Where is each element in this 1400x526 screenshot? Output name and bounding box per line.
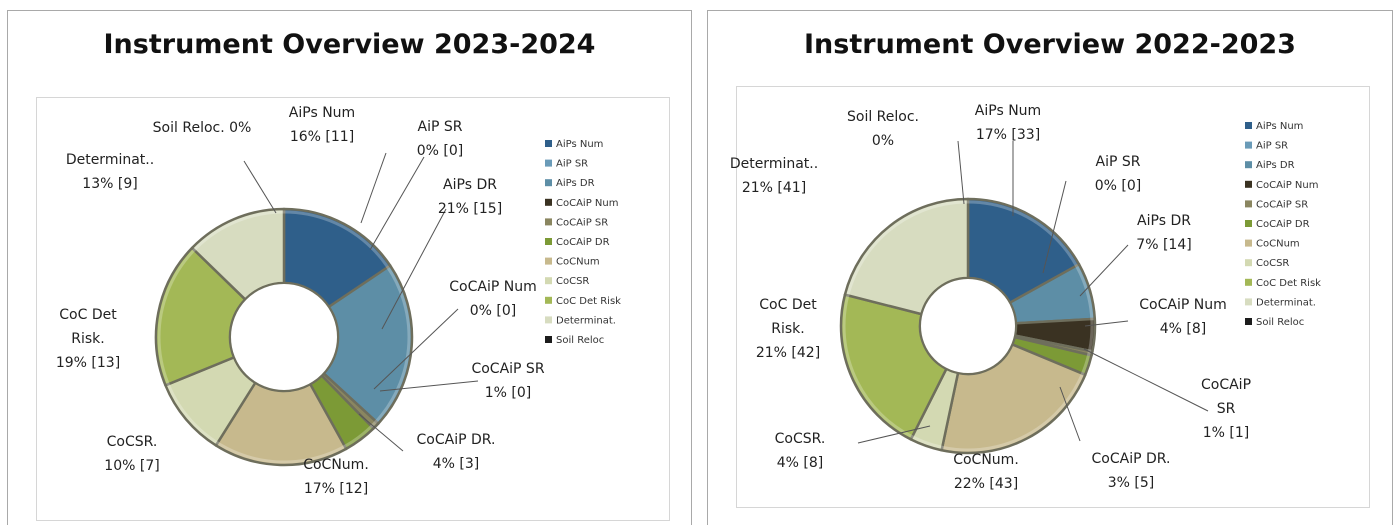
legend-entry-aips-dr: AiPs DR — [556, 178, 595, 189]
data-label-cocsr: CoCSR. 10% [7] — [104, 434, 159, 474]
leader-line-cocaip-num — [1084, 320, 1129, 327]
data-label-cocaip-num: CoCAiP Num 4% [8] — [1139, 297, 1226, 337]
chart-panel-2023-2024: Instrument Overview 2023-2024 AiPs Num 16… — [7, 10, 692, 525]
legend-swatch-cocaip-dr — [1245, 220, 1252, 227]
data-label-cocaip-dr: CoCAiP DR. 4% [3] — [417, 432, 496, 472]
leader-line-cocaip-dr — [358, 413, 404, 452]
legend-swatch-soil-reloc — [545, 336, 552, 343]
data-label-cocaip-num: CoCAiP Num 0% [0] — [449, 279, 536, 319]
legend-swatch-cocsr — [545, 277, 552, 285]
legend-entry-cocaip-sr: CoCAiP SR — [1256, 199, 1308, 210]
leader-line-soil-reloc — [243, 160, 277, 214]
legend-swatch-aips-num — [1245, 122, 1252, 129]
legend-entry-coc-det-risk: CoC Det Risk — [1256, 278, 1321, 289]
leader-line-cocaip-dr — [1059, 386, 1081, 442]
legend-entry-determinat: Determinat. — [556, 315, 616, 326]
data-label-aips-num: AiPs Num 17% [33] — [975, 103, 1041, 143]
data-label-determinat: Determinat.. 13% [9] — [66, 152, 154, 192]
legend-swatch-cocaip-sr — [545, 218, 552, 226]
doughnut-hole — [229, 282, 339, 392]
legend-entry-soil-reloc: Soil Reloc — [1256, 317, 1304, 328]
data-label-cocaip-sr: CoCAiP SR 1% [1] — [1201, 377, 1251, 441]
legend-swatch-aip-sr — [545, 159, 552, 167]
legend-swatch-aips-num — [545, 140, 552, 147]
leader-line-cocaip-sr — [379, 380, 479, 392]
leader-line-aip-sr — [369, 156, 425, 251]
legend-swatch-coc-det-risk — [1245, 278, 1252, 286]
doughnut-hole — [919, 277, 1017, 375]
legend-swatch-aip-sr — [1245, 141, 1252, 149]
legend-swatch-cocaip-sr — [1245, 200, 1252, 208]
legend-swatch-cocnum — [1245, 239, 1252, 247]
legend-swatch-cocnum — [545, 257, 552, 265]
legend-swatch-aips-dr — [1245, 161, 1252, 169]
data-label-coc-det-risk: CoC Det Risk. 21% [42] — [756, 297, 820, 361]
legend-swatch-cocaip-num — [1245, 180, 1252, 188]
leader-line-aips-dr — [1079, 244, 1129, 297]
doughnut-chart-2023-2024: AiPs Num 16% [11] AiP SR 0% [0] AiPs DR 21% [… — [56, 105, 621, 497]
legend-swatch-determinat — [1245, 298, 1252, 306]
legend-swatch-cocaip-dr — [545, 238, 552, 245]
outer-highlight — [842, 200, 1094, 452]
legend-entry-coc-det-risk: CoC Det Risk — [556, 296, 621, 307]
legend-entry-aips-dr: AiPs DR — [1256, 160, 1295, 171]
leader-line-cocsr — [857, 425, 931, 444]
doughnut-chart-2022-2023: AiPs Num 17% [33] AiP SR 0% [0] AiPs DR 7% [1… — [730, 103, 1321, 492]
legend-entry-cocsr: CoCSR — [556, 276, 589, 287]
legend-entry-aip-sr: AiP SR — [1256, 141, 1288, 152]
data-label-soil-reloc: Soil Reloc. 0% — [847, 109, 919, 149]
data-label-cocnum: CoCNum. 17% [12] — [303, 457, 369, 497]
legend-swatch-cocaip-num — [545, 198, 552, 206]
doughnut-slices — [154, 207, 414, 467]
legend-entry-cocaip-num: CoCAiP Num — [1256, 180, 1318, 191]
leader-line-aips-dr — [381, 208, 447, 330]
data-label-aip-sr: AiP SR 0% [0] — [1095, 154, 1142, 194]
data-label-aips-dr: AiPs DR 7% [14] — [1136, 213, 1191, 253]
legend-entry-cocaip-num: CoCAiP Num — [556, 198, 618, 209]
data-label-cocnum: CoCNum. 22% [43] — [953, 452, 1019, 492]
leader-line-cocaip-sr — [1083, 348, 1209, 412]
legend: AiPs Num AiP SR AiPs DR CoCAiP Num CoCAiP SR… — [545, 139, 621, 346]
outer-highlight — [157, 210, 411, 464]
leader-line-aips-num — [360, 152, 387, 224]
data-label-cocaip-dr: CoCAiP DR. 3% [5] — [1092, 451, 1171, 491]
data-label-soil-reloc: Soil Reloc. 0% — [153, 120, 252, 136]
legend-entry-aip-sr: AiP SR — [556, 159, 588, 170]
legend-entry-cocaip-dr: CoCAiP DR — [556, 237, 610, 248]
legend-swatch-aips-dr — [545, 179, 552, 187]
leader-line-cocaip-num — [373, 308, 459, 390]
data-label-aips-num: AiPs Num 16% [11] — [289, 105, 355, 145]
legend-entry-aips-num: AiPs Num — [1256, 121, 1303, 132]
legend-entry-cocnum: CoCNum — [556, 257, 600, 268]
chart-title: Instrument Overview 2022-2023 — [804, 29, 1296, 60]
legend-entry-soil-reloc: Soil Reloc — [556, 335, 604, 346]
leader-line-aip-sr — [1042, 180, 1067, 274]
leader-line-soil-reloc — [957, 140, 965, 205]
legend-entry-cocsr: CoCSR — [1256, 258, 1289, 269]
legend-swatch-coc-det-risk — [545, 296, 552, 304]
legend-swatch-soil-reloc — [1245, 318, 1252, 325]
legend: AiPs Num AiP SR AiPs DR CoCAiP Num CoCAiP SR… — [1245, 121, 1321, 328]
legend-swatch-cocsr — [1245, 259, 1252, 267]
data-label-aips-dr: AiPs DR 21% [15] — [438, 177, 502, 217]
legend-entry-cocaip-dr: CoCAiP DR — [1256, 219, 1310, 230]
legend-entry-cocaip-sr: CoCAiP SR — [556, 217, 608, 228]
legend-entry-determinat: Determinat. — [1256, 297, 1316, 308]
data-label-cocaip-sr: CoCAiP SR 1% [0] — [471, 361, 544, 401]
legend-swatch-determinat — [545, 316, 552, 324]
data-label-coc-det-risk: CoC Det Risk. 19% [13] — [56, 307, 120, 371]
chart-title: Instrument Overview 2023-2024 — [103, 29, 596, 60]
data-label-cocsr: CoCSR. 4% [8] — [775, 431, 826, 471]
chart-panel-2022-2023: Instrument Overview 2022-2023 AiPs Num 17… — [707, 10, 1393, 525]
data-label-determinat: Determinat.. 21% [41] — [730, 156, 818, 196]
legend-entry-cocnum: CoCNum — [1256, 239, 1300, 250]
data-label-aip-sr: AiP SR 0% [0] — [417, 119, 464, 159]
doughnut-slices — [839, 197, 1097, 455]
legend-entry-aips-num: AiPs Num — [556, 139, 603, 150]
